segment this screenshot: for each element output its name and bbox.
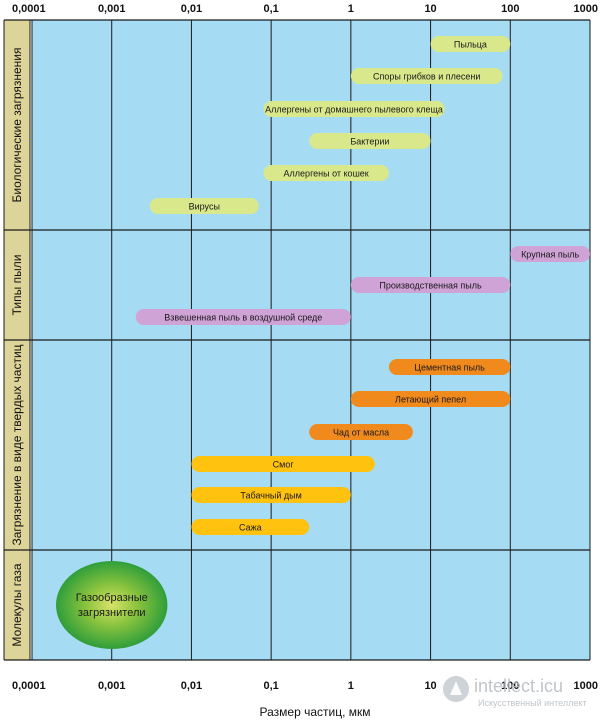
range-bar: [149, 198, 259, 214]
range-bar: [191, 456, 375, 472]
category-label: Биологические загрязнения: [10, 48, 24, 203]
x-tick-label-top: 0,001: [98, 3, 126, 15]
range-bar: [135, 309, 351, 325]
bar-label: Производственная пыль: [379, 281, 482, 291]
bar-label: Споры грибков и плесени: [373, 72, 480, 82]
x-tick-label-bottom: 0,0001: [12, 680, 46, 692]
bar-label: Сажа: [239, 523, 262, 533]
range-bar: [388, 359, 511, 375]
range-bar: [309, 424, 413, 440]
x-tick-label-top: 100: [501, 3, 519, 15]
range-bar: [191, 519, 310, 535]
category-label: Типы пыли: [10, 255, 24, 316]
x-tick-label-bottom: 100: [501, 680, 519, 692]
x-tick-label-bottom: 10: [424, 680, 436, 692]
x-tick-label-top: 0,01: [181, 3, 202, 15]
x-tick-label-top: 1000: [574, 3, 598, 15]
x-tick-labels: 0,0001 0,0001 0,001 0,001 0,01 0,01 0,1 0,1 1 1 10…: [12, 3, 598, 692]
bar-label: Пыльца: [454, 40, 487, 50]
bar-label: Табачный дым: [240, 491, 301, 501]
bar-label: Крупная пыль: [521, 250, 579, 260]
range-bar: [263, 165, 389, 181]
range-bar: [430, 36, 511, 52]
bar-label: Летающий пепел: [395, 395, 466, 405]
x-tick-label-top: 10: [424, 3, 436, 15]
bars: Пыльца Споры грибков и плесени Аллергены о…: [55, 36, 590, 649]
range-bar: [309, 133, 431, 149]
x-tick-label-bottom: 1000: [574, 680, 598, 692]
bar-label: загрязнители: [78, 607, 146, 619]
x-axis-title: Размер частиц, мкм: [260, 705, 371, 719]
x-tick-label-bottom: 0,001: [98, 680, 126, 692]
range-bar: [350, 277, 511, 293]
bar-label: Аллергены от кошек: [284, 169, 369, 179]
bar-label: Взвешенная пыль в воздушной среде: [164, 313, 322, 323]
range-bar: [350, 68, 503, 84]
x-tick-label-bottom: 0,01: [181, 680, 202, 692]
bar-label: Чад от масла: [333, 428, 389, 438]
category-label: Молекулы газа: [10, 563, 24, 646]
watermark: intellect.icu Искусственный интеллект: [443, 676, 587, 708]
bar-label: Бактерии: [350, 137, 389, 147]
bar-label: Вирусы: [189, 202, 220, 212]
gas-pollutants-blob: [55, 561, 168, 649]
watermark-brand: intellect.icu: [474, 676, 563, 696]
bar-label: Смог: [273, 460, 295, 470]
grid: [3, 19, 591, 661]
watermark-tagline: Искусственный интеллект: [478, 698, 587, 708]
range-bar: [510, 246, 590, 262]
range-bar: [263, 101, 445, 117]
x-tick-label-top: 0,1: [263, 3, 278, 15]
bar-label: Цементная пыль: [414, 363, 485, 373]
bar-label: Аллергены от домашнего пылевого клеща: [265, 105, 443, 115]
range-bar: [350, 391, 511, 407]
x-tick-label-bottom: 1: [348, 680, 354, 692]
x-tick-label-top: 1: [348, 3, 354, 15]
watermark-logo-glyph: [450, 681, 462, 695]
category-label: Загрязнение в виде твердых частиц: [10, 344, 24, 545]
x-tick-label-top: 0,0001: [12, 3, 46, 15]
range-bar: [191, 487, 351, 503]
bar-label: Газообразные: [76, 592, 148, 604]
x-tick-label-bottom: 0,1: [263, 680, 278, 692]
